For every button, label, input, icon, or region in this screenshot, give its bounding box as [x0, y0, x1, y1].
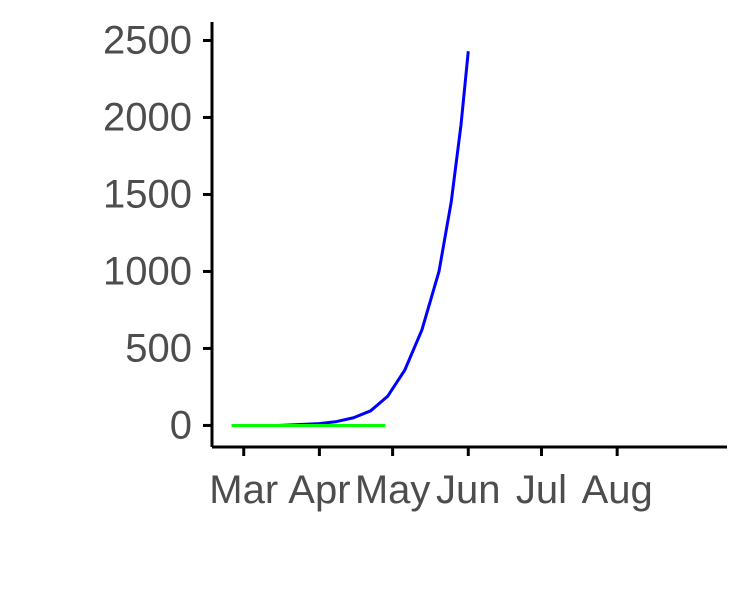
x-tick-label: Mar — [209, 468, 278, 512]
x-tick-label: Apr — [288, 468, 350, 512]
x-tick-label: May — [355, 468, 431, 512]
y-tick-label: 2500 — [103, 18, 192, 62]
y-tick-label: 1000 — [103, 249, 192, 293]
y-tick-label: 2000 — [103, 95, 192, 139]
y-tick-label: 0 — [170, 403, 192, 447]
y-tick-label: 1500 — [103, 172, 192, 216]
x-tick-label: Jul — [516, 468, 567, 512]
y-tick-label: 500 — [125, 326, 192, 370]
x-axis: Mar Apr May Jun Jul Aug — [209, 447, 653, 512]
y-axis: 0 500 1000 1500 2000 2500 — [103, 18, 212, 447]
x-tick-label: Jun — [436, 468, 501, 512]
series-layer — [231, 51, 470, 427]
series-line-1 — [277, 51, 470, 427]
x-tick-label: Aug — [582, 468, 653, 512]
